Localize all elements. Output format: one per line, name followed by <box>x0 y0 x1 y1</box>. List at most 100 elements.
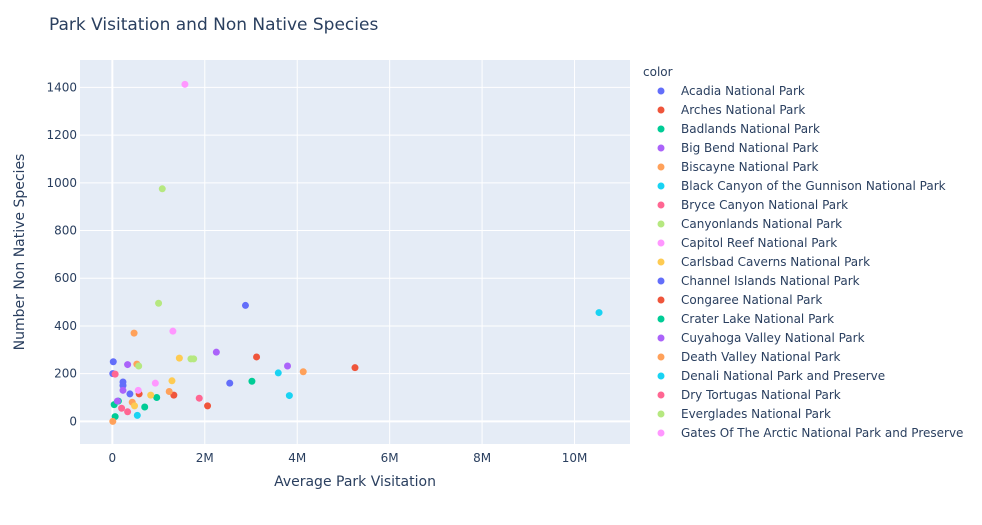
data-point[interactable] <box>113 397 121 405</box>
data-point[interactable] <box>126 390 134 398</box>
legend-marker <box>657 144 665 152</box>
legend-marker <box>657 87 665 95</box>
x-tick-labels: 0 2M 4M 6M 8M 10M <box>109 451 588 465</box>
legend-item[interactable]: Congaree National Park <box>657 293 823 307</box>
data-point[interactable] <box>118 404 126 412</box>
data-point[interactable] <box>253 353 261 361</box>
legend-marker <box>657 372 665 380</box>
legend-label: Carlsbad Caverns National Park <box>681 255 870 269</box>
legend-item[interactable]: Canyonlands National Park <box>657 217 843 231</box>
data-point[interactable] <box>109 417 117 425</box>
data-point[interactable] <box>111 370 119 378</box>
legend-label: Gates Of The Arctic National Park and Pr… <box>681 426 963 440</box>
legend-item[interactable]: Acadia National Park <box>657 84 805 98</box>
legend-item[interactable]: Cuyahoga Valley National Park <box>657 331 865 345</box>
x-tick-label: 0 <box>109 451 117 465</box>
data-point[interactable] <box>158 185 166 193</box>
legend-label: Denali National Park and Preserve <box>681 369 885 383</box>
x-tick-label: 4M <box>288 451 306 465</box>
legend-item[interactable]: Badlands National Park <box>657 122 820 136</box>
data-point[interactable] <box>141 403 149 411</box>
data-point[interactable] <box>155 299 163 307</box>
data-point[interactable] <box>241 301 249 309</box>
data-point[interactable] <box>274 369 282 377</box>
legend-item[interactable]: Biscayne National Park <box>657 160 819 174</box>
data-point[interactable] <box>212 348 220 356</box>
data-point[interactable] <box>169 327 177 335</box>
data-point[interactable] <box>124 361 132 369</box>
data-point[interactable] <box>134 386 142 394</box>
data-point[interactable] <box>195 394 203 402</box>
legend-label: Black Canyon of the Gunnison National Pa… <box>681 179 946 193</box>
plot-background <box>80 60 630 444</box>
legend-marker <box>657 125 665 133</box>
legend-label: Crater Lake National Park <box>681 312 834 326</box>
data-point[interactable] <box>130 329 138 337</box>
data-point[interactable] <box>248 377 256 385</box>
data-point[interactable] <box>135 362 143 370</box>
data-point[interactable] <box>226 379 234 387</box>
legend-label: Badlands National Park <box>681 122 820 136</box>
legend-item[interactable]: Carlsbad Caverns National Park <box>657 255 871 269</box>
x-tick-label: 10M <box>562 451 588 465</box>
legend-item[interactable]: Death Valley National Park <box>657 350 841 364</box>
legend: Acadia National Park Arches National Park… <box>657 84 964 440</box>
legend-label: Capitol Reef National Park <box>681 236 837 250</box>
legend-marker <box>657 353 665 361</box>
data-point[interactable] <box>285 392 293 400</box>
chart-title: Park Visitation and Non Native Species <box>49 15 378 35</box>
y-tick-label: 1000 <box>46 176 77 190</box>
legend-label: Acadia National Park <box>681 84 805 98</box>
data-point[interactable] <box>190 355 198 363</box>
legend-label: Cuyahoga Valley National Park <box>681 331 865 345</box>
data-point[interactable] <box>124 408 132 416</box>
legend-item[interactable]: Bryce Canyon National Park <box>657 198 849 212</box>
data-point[interactable] <box>168 377 176 385</box>
legend-marker <box>657 163 665 171</box>
legend-marker <box>657 296 665 304</box>
legend-label: Death Valley National Park <box>681 350 841 364</box>
data-point[interactable] <box>165 388 173 396</box>
data-point[interactable] <box>299 368 307 376</box>
data-point[interactable] <box>109 358 117 366</box>
legend-marker <box>657 334 665 342</box>
legend-item[interactable]: Crater Lake National Park <box>657 312 835 326</box>
legend-item[interactable]: Denali National Park and Preserve <box>657 369 886 383</box>
legend-label: Congaree National Park <box>681 293 822 307</box>
legend-item[interactable]: Dry Tortugas National Park <box>657 388 841 402</box>
y-axis-title: Number Non Native Species <box>12 154 28 351</box>
legend-label: Canyonlands National Park <box>681 217 842 231</box>
legend-item[interactable]: Channel Islands National Park <box>657 274 860 288</box>
y-tick-label: 1400 <box>46 80 77 94</box>
data-point[interactable] <box>151 379 159 387</box>
legend-item[interactable]: Capitol Reef National Park <box>657 236 838 250</box>
data-point[interactable] <box>181 80 189 88</box>
legend-label: Big Bend National Park <box>681 141 818 155</box>
data-point[interactable] <box>131 402 139 410</box>
legend-marker <box>657 410 665 418</box>
data-point[interactable] <box>595 309 603 317</box>
data-point[interactable] <box>175 354 183 362</box>
legend-title: color <box>643 65 673 79</box>
legend-item[interactable]: Black Canyon of the Gunnison National Pa… <box>657 179 946 193</box>
y-tick-label: 1200 <box>46 128 77 142</box>
legend-item[interactable]: Arches National Park <box>657 103 806 117</box>
data-point[interactable] <box>284 362 292 370</box>
legend-marker <box>657 106 665 114</box>
y-tick-label: 800 <box>54 224 77 238</box>
legend-marker <box>657 220 665 228</box>
data-point[interactable] <box>351 364 359 372</box>
y-tick-labels: 0 200 400 600 800 1000 1200 1400 <box>46 80 77 428</box>
legend-item[interactable]: Everglades National Park <box>657 407 831 421</box>
data-point[interactable] <box>133 411 141 419</box>
data-point[interactable] <box>119 386 127 394</box>
data-point[interactable] <box>204 402 212 410</box>
legend-label: Bryce Canyon National Park <box>681 198 848 212</box>
data-point[interactable] <box>147 391 155 399</box>
legend-item[interactable]: Big Bend National Park <box>657 141 819 155</box>
legend-label: Everglades National Park <box>681 407 831 421</box>
legend-item[interactable]: Gates Of The Arctic National Park and Pr… <box>657 426 964 440</box>
data-point[interactable] <box>153 393 161 401</box>
legend-marker <box>657 391 665 399</box>
